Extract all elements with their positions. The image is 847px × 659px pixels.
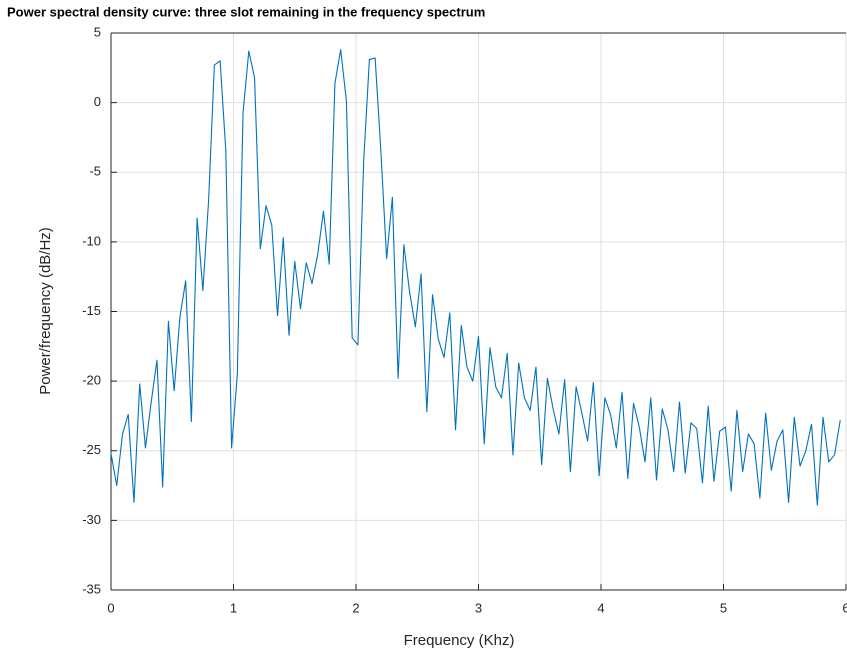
- y-tick-label: 0: [94, 94, 101, 109]
- x-tick-label: 2: [352, 600, 359, 615]
- y-tick-label: 5: [94, 24, 101, 39]
- x-tick-label: 4: [597, 600, 604, 615]
- y-tick-label: -15: [82, 303, 101, 318]
- chart-title: Power spectral density curve: three slot…: [7, 4, 485, 19]
- y-tick-label: -25: [82, 442, 101, 457]
- y-tick-label: -20: [82, 373, 101, 388]
- x-tick-label: 5: [720, 600, 727, 615]
- y-axis-label: Power/frequency (dB/Hz): [37, 227, 54, 395]
- x-tick-label: 0: [107, 600, 114, 615]
- y-tick-label: -10: [82, 233, 101, 248]
- y-tick-label: -5: [89, 164, 101, 179]
- psd-line: [110, 49, 841, 506]
- x-tick-label: 3: [475, 600, 482, 615]
- x-tick-label: 1: [230, 600, 237, 615]
- y-tick-label: -30: [82, 512, 101, 527]
- x-tick-label: 6: [842, 600, 847, 615]
- y-tick-label: -35: [82, 581, 101, 596]
- x-axis-label: Frequency (Khz): [404, 632, 515, 649]
